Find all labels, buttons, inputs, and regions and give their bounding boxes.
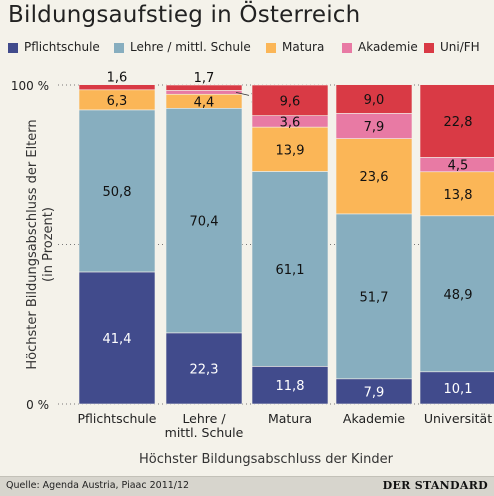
footer: Quelle: Agenda Austria, Piaac 2011/12 DE… [0, 476, 494, 496]
x-tick-label: Lehre / [182, 411, 226, 426]
bar-segment [251, 171, 329, 367]
bar-segment [165, 332, 243, 405]
x-tick-label: Matura [268, 411, 312, 426]
data-label: 11,8 [276, 379, 305, 394]
data-label: 9,0 [364, 93, 385, 108]
y-tick-label: 0 % [26, 398, 49, 412]
x-tick-label: Pflichtschule [78, 411, 157, 426]
x-tick-label: mittl. Schule [165, 425, 244, 440]
legend-label: Matura [282, 40, 325, 54]
bar-segment [165, 107, 243, 334]
x-tick-label: Universität [424, 411, 492, 426]
legend-label: Uni/FH [440, 40, 480, 54]
data-label: 41,4 [103, 332, 132, 347]
data-label: 48,9 [444, 288, 473, 303]
data-label: 61,1 [276, 263, 305, 278]
legend-swatch [424, 43, 434, 53]
y-axis-label: Höchster Bildungsabschluss der Eltern(in… [25, 119, 56, 369]
data-label: 9,6 [280, 94, 301, 109]
bar-segment [165, 84, 243, 91]
stacked-bar-chart: Höchster Bildungsabschluss der Eltern(in… [11, 71, 494, 467]
data-label: 51,7 [360, 290, 389, 305]
bar-segment [335, 113, 413, 139]
bar-segment [165, 90, 243, 95]
data-label: 13,8 [444, 188, 473, 203]
bar-segment [78, 109, 156, 273]
data-label: 1,6 [107, 71, 128, 86]
source-note: Quelle: Agenda Austria, Piaac 2011/12 [6, 480, 190, 491]
data-label: 22,8 [444, 115, 473, 130]
bar-segment [251, 84, 329, 116]
data-label: 7,9 [364, 385, 385, 400]
bar-segment [335, 213, 413, 380]
data-label: 4,5 [448, 159, 469, 174]
legend-label: Pflichtschule [24, 40, 100, 54]
bar-segment [419, 215, 494, 373]
data-label: 6,3 [107, 94, 128, 109]
data-label: 50,8 [103, 185, 132, 200]
legend-label: Akademie [358, 40, 418, 54]
legend-swatch [114, 43, 124, 53]
data-label: 1,7 [194, 71, 215, 86]
bar-segment [335, 378, 413, 405]
data-label: 23,6 [360, 170, 389, 185]
data-label: 4,4 [194, 95, 215, 110]
bar-segment [419, 171, 494, 217]
data-label: 13,9 [276, 143, 305, 158]
legend-swatch [266, 43, 276, 53]
data-label: 3,6 [280, 115, 301, 130]
bar-segment [419, 84, 494, 158]
legend-swatch [342, 43, 352, 53]
x-axis-label: Höchster Bildungsabschluss der Kinder [139, 452, 394, 467]
bar-segment [419, 371, 494, 405]
brand-logo: DER STANDARD [382, 479, 488, 492]
bar-segment [78, 84, 156, 91]
data-label: 7,9 [364, 120, 385, 135]
y-tick-label: 100 % [11, 79, 49, 93]
bar-segment [251, 126, 329, 172]
legend: Pflichtschule Lehre / mittl. Schule Matu… [8, 40, 494, 56]
data-label: 70,4 [190, 215, 219, 230]
data-label: 22,3 [190, 362, 219, 377]
legend-label: Lehre / mittl. Schule [130, 40, 251, 54]
legend-swatch [8, 43, 18, 53]
bar-segment [78, 271, 156, 405]
bar-segment [335, 84, 413, 114]
bar-segment [251, 366, 329, 405]
data-label: 10,1 [444, 382, 473, 397]
label-leader-line [235, 91, 250, 96]
x-tick-label: Akademie [343, 411, 406, 426]
bar-segment [335, 138, 413, 215]
chart-title: Bildungsaufstieg in Österreich [8, 2, 361, 28]
